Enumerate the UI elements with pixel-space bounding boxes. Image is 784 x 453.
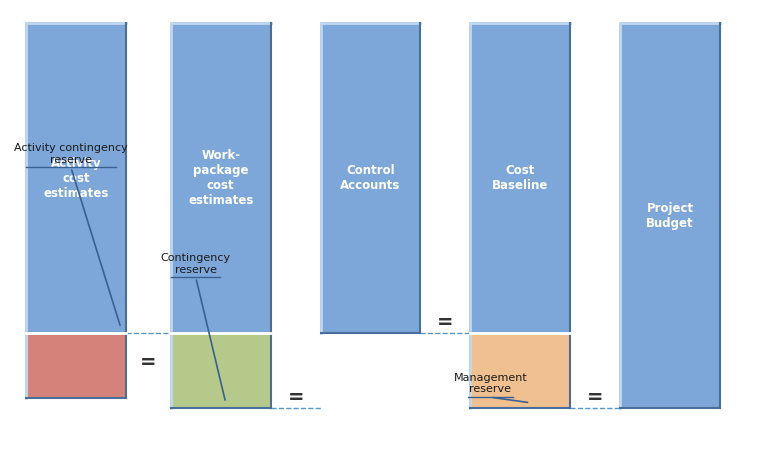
Text: Contingency
reserve: Contingency reserve [161,253,230,275]
Bar [171,23,270,333]
Text: Cost
Baseline: Cost Baseline [492,164,549,192]
Text: =: = [587,388,604,407]
Bar [171,333,270,408]
Bar [470,333,570,408]
Text: Activity
cost
estimates: Activity cost estimates [43,157,109,200]
Bar [26,23,126,333]
Text: Project
Budget: Project Budget [646,202,694,230]
Text: Control
Accounts: Control Accounts [340,164,401,192]
Bar [620,23,720,408]
Text: =: = [437,313,454,333]
Text: =: = [288,388,304,407]
Text: Work-
package
cost
estimates: Work- package cost estimates [188,149,253,207]
Text: Management
reserve: Management reserve [453,373,528,395]
Text: Activity contingency
reserve: Activity contingency reserve [14,143,128,165]
Bar [321,23,420,333]
Text: =: = [140,353,157,372]
Bar [470,23,570,333]
Bar [26,333,126,398]
